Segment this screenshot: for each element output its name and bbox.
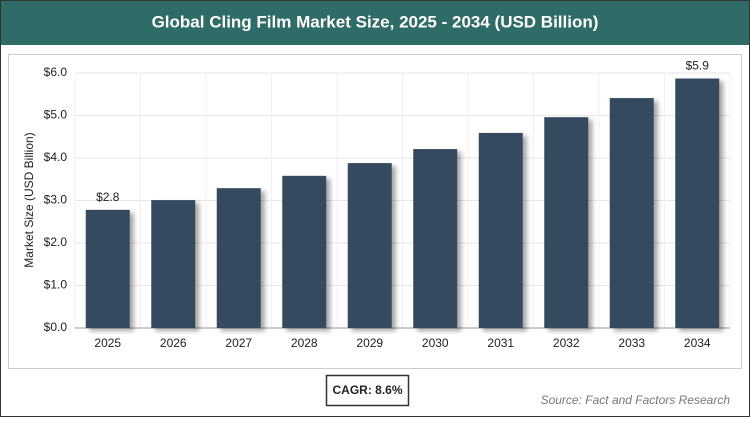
x-tick-label: 2025 bbox=[94, 336, 121, 350]
y-tick-label: $6.0 bbox=[44, 65, 68, 79]
y-axis-label: Market Size (USD Billion) bbox=[22, 132, 36, 267]
header bbox=[1, 1, 749, 45]
y-tick-label: $2.0 bbox=[44, 235, 68, 249]
x-tick-label: 2031 bbox=[487, 336, 514, 350]
bar bbox=[347, 163, 392, 328]
chart-title: Global Cling Film Market Size, 2025 - 20… bbox=[152, 12, 599, 31]
x-tick-label: 2030 bbox=[422, 336, 449, 350]
x-tick-label: 2034 bbox=[684, 336, 711, 350]
x-tick-label: 2032 bbox=[553, 336, 580, 350]
x-tick-label: 2028 bbox=[291, 336, 318, 350]
bar bbox=[216, 188, 261, 328]
bar bbox=[282, 175, 327, 328]
bar bbox=[85, 209, 130, 328]
y-tick-label: $4.0 bbox=[44, 150, 68, 164]
x-tick-label: 2026 bbox=[160, 336, 187, 350]
source: Source: Fact and Factors Research bbox=[541, 393, 731, 407]
bar bbox=[675, 78, 720, 329]
y-tick-label: $5.0 bbox=[44, 108, 68, 122]
data-label: $2.8 bbox=[96, 190, 120, 204]
plot-panel bbox=[8, 54, 742, 369]
y-tick-label: $1.0 bbox=[44, 278, 68, 292]
cagr-box bbox=[325, 374, 410, 407]
data-label: $5.9 bbox=[686, 59, 710, 73]
bar bbox=[544, 117, 589, 328]
x-tick-label: 2033 bbox=[618, 336, 645, 350]
x-tick-label: 2027 bbox=[225, 336, 252, 350]
x-tick-label: 2029 bbox=[356, 336, 383, 350]
bar bbox=[478, 132, 523, 328]
y-tick-label: $0.0 bbox=[44, 320, 68, 334]
bar bbox=[413, 149, 458, 328]
y-tick-label: $3.0 bbox=[44, 193, 68, 207]
cagr: CAGR: 8.6% bbox=[332, 383, 402, 397]
bar bbox=[151, 200, 196, 328]
bar bbox=[609, 98, 654, 328]
